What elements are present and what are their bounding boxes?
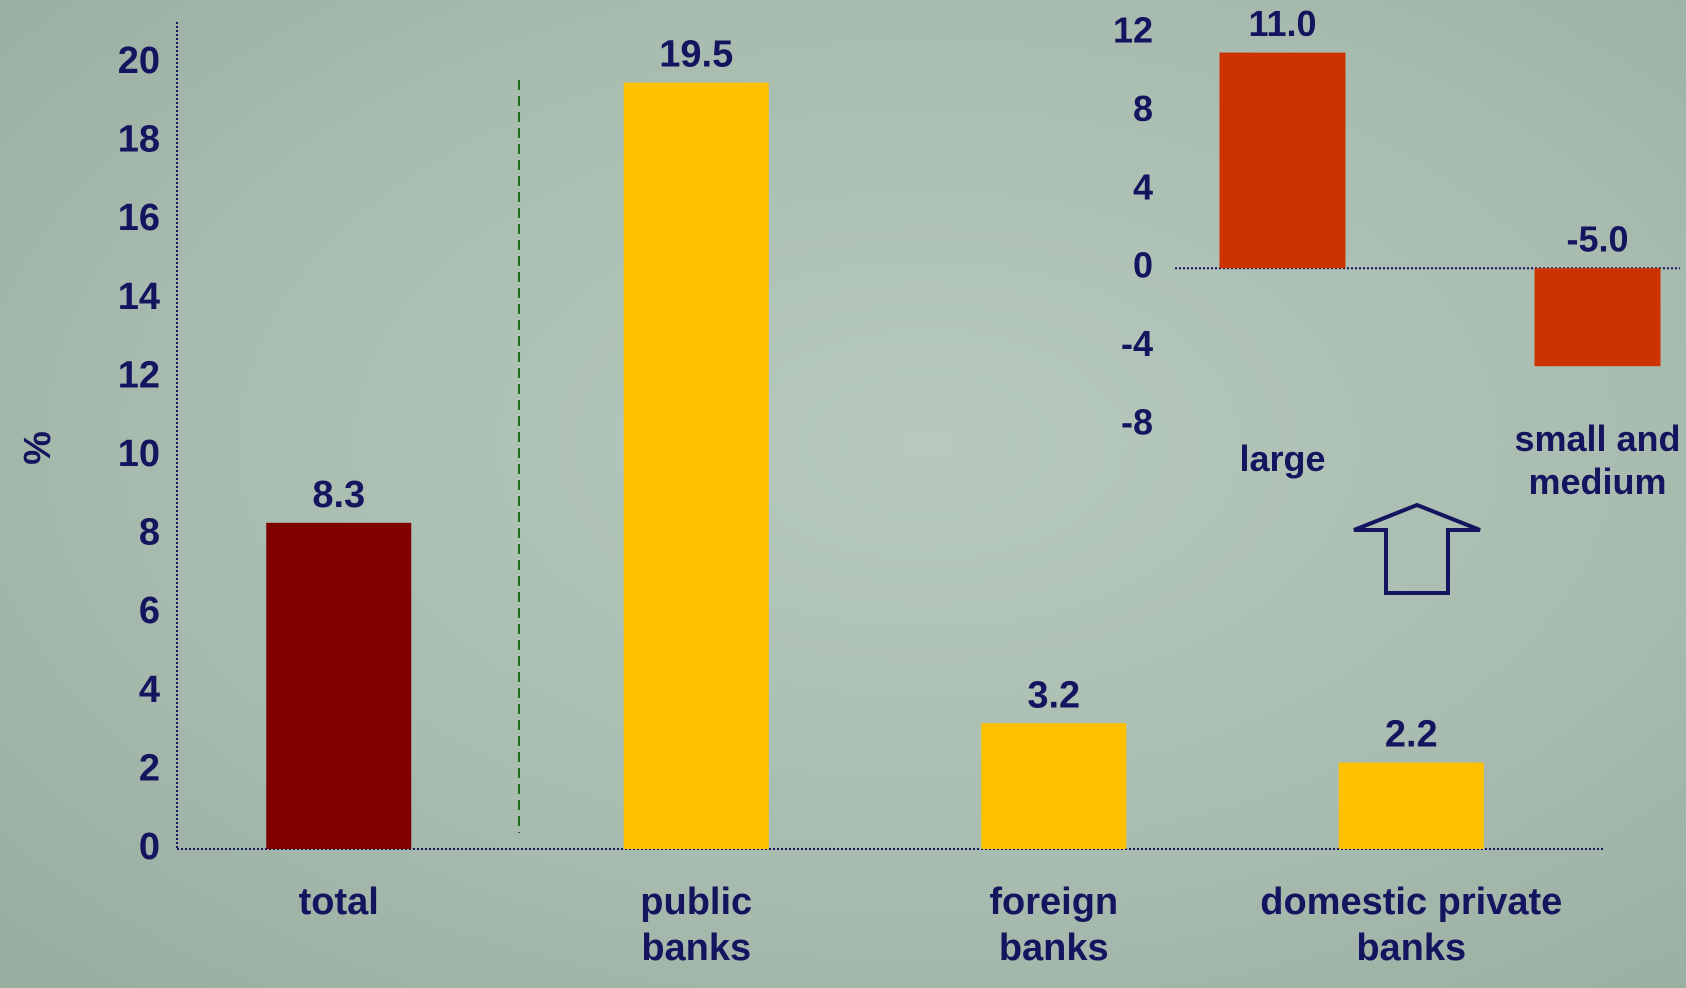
x-tick-label: large — [1239, 438, 1326, 479]
value-label: 3.2 — [1027, 674, 1080, 716]
y-tick-label: 0 — [1133, 245, 1153, 286]
value-label: 2.2 — [1385, 714, 1438, 756]
y-tick-label: 10 — [118, 433, 160, 475]
y-tick-label: 8 — [139, 512, 160, 554]
y-tick-label: 2 — [139, 747, 160, 789]
bar — [623, 82, 769, 849]
bar — [981, 723, 1127, 849]
value-label: 11.0 — [1248, 3, 1316, 44]
y-tick-label: 8 — [1133, 88, 1153, 129]
y-tick-label: 4 — [1133, 166, 1153, 207]
y-tick-label: 12 — [1113, 10, 1153, 51]
y-axis-label: % — [17, 431, 59, 465]
x-tick-label: small and medium — [1514, 418, 1681, 503]
y-tick-label: 0 — [139, 826, 160, 868]
x-tick-label: total — [298, 881, 379, 923]
value-label: 19.5 — [659, 34, 733, 76]
y-tick-label: 16 — [118, 197, 160, 239]
y-tick-label: 18 — [118, 119, 160, 161]
y-tick-label: -4 — [1121, 323, 1153, 364]
bar — [1534, 268, 1661, 367]
y-tick-label: 4 — [139, 669, 160, 711]
y-tick-label: 12 — [118, 354, 160, 396]
arrow — [1353, 502, 1481, 595]
x-tick-label: foreign banks — [989, 881, 1119, 969]
value-label: 8.3 — [312, 474, 365, 516]
x-tick-label: domestic private banks — [1260, 881, 1563, 969]
y-tick-label: 20 — [118, 40, 160, 82]
y-tick-label: 6 — [139, 590, 160, 632]
y-tick-label: -8 — [1121, 402, 1153, 443]
value-label: -5.0 — [1566, 219, 1628, 260]
bar — [1338, 762, 1484, 849]
y-tick-label: 14 — [118, 276, 160, 318]
bar — [1219, 52, 1346, 269]
bar — [266, 522, 412, 849]
x-tick-label: public banks — [640, 881, 753, 969]
